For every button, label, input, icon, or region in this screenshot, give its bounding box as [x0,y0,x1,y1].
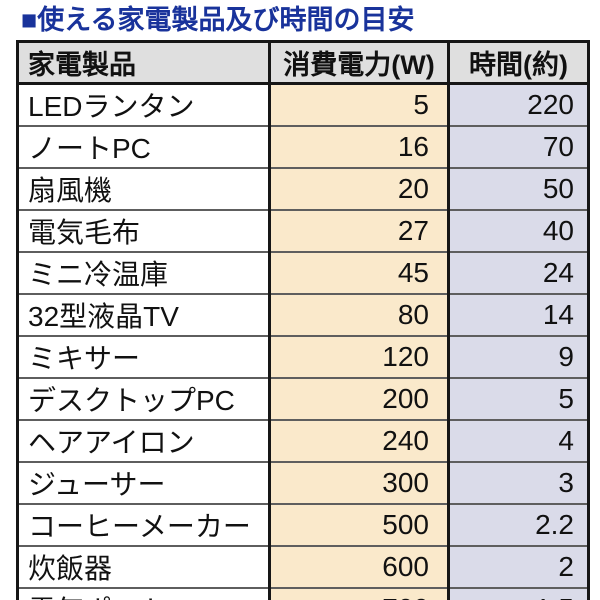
time-value: 9 [447,335,590,379]
table-row: 電気毛布 27 40 [16,209,590,253]
header-row: 家電製品 消費電力(W) 時間(約) [16,40,590,85]
table-row: ノートPC 16 70 [16,125,590,169]
power-value: 20 [268,167,450,211]
col-header-time: 時間(約) [447,40,590,85]
time-value: 2 [447,545,590,589]
table-row: ミニ冷温庫 45 24 [16,251,590,295]
power-value: 120 [268,335,450,379]
appliance-name: 扇風機 [16,167,271,211]
appliance-table: 家電製品 消費電力(W) 時間(約) LEDランタン 5 220 ノートPC 1… [16,40,590,600]
time-value: 1.5 [447,587,590,600]
power-value: 200 [268,377,450,421]
table-row: 電気ポット 700 1.5 [16,587,590,600]
time-value: 50 [447,167,590,211]
appliance-name: ジューサー [16,461,271,505]
table-row: 炊飯器 600 2 [16,545,590,589]
power-value: 5 [268,83,450,127]
power-value: 500 [268,503,450,547]
table-row: ジューサー 300 3 [16,461,590,505]
appliance-name: ミニ冷温庫 [16,251,271,295]
time-value: 4 [447,419,590,463]
table-row: 扇風機 20 50 [16,167,590,211]
time-value: 3 [447,461,590,505]
appliance-name: コーヒーメーカー [16,503,271,547]
appliance-name: デスクトップPC [16,377,271,421]
time-value: 220 [447,83,590,127]
appliance-name: 炊飯器 [16,545,271,589]
appliance-name: ノートPC [16,125,271,169]
table-row: LEDランタン 5 220 [16,83,590,127]
power-value: 16 [268,125,450,169]
power-value: 80 [268,293,450,337]
col-header-appliance: 家電製品 [16,40,271,85]
time-value: 24 [447,251,590,295]
appliance-name: 32型液晶TV [16,293,271,337]
appliance-name: ミキサー [16,335,271,379]
power-value: 300 [268,461,450,505]
power-value: 240 [268,419,450,463]
table-row: ヘアアイロン 240 4 [16,419,590,463]
col-header-power: 消費電力(W) [268,40,450,85]
table-row: コーヒーメーカー 500 2.2 [16,503,590,547]
power-value: 600 [268,545,450,589]
appliance-name: LEDランタン [16,83,271,127]
time-value: 14 [447,293,590,337]
table-row: 32型液晶TV 80 14 [16,293,590,337]
time-value: 40 [447,209,590,253]
appliance-name: ヘアアイロン [16,419,271,463]
table-row: デスクトップPC 200 5 [16,377,590,421]
page-title: ■使える家電製品及び時間の目安 [21,5,415,35]
power-value: 700 [268,587,450,600]
time-value: 2.2 [447,503,590,547]
power-value: 27 [268,209,450,253]
time-value: 70 [447,125,590,169]
appliance-name: 電気毛布 [16,209,271,253]
time-value: 5 [447,377,590,421]
power-value: 45 [268,251,450,295]
appliance-name: 電気ポット [16,587,271,600]
table-row: ミキサー 120 9 [16,335,590,379]
